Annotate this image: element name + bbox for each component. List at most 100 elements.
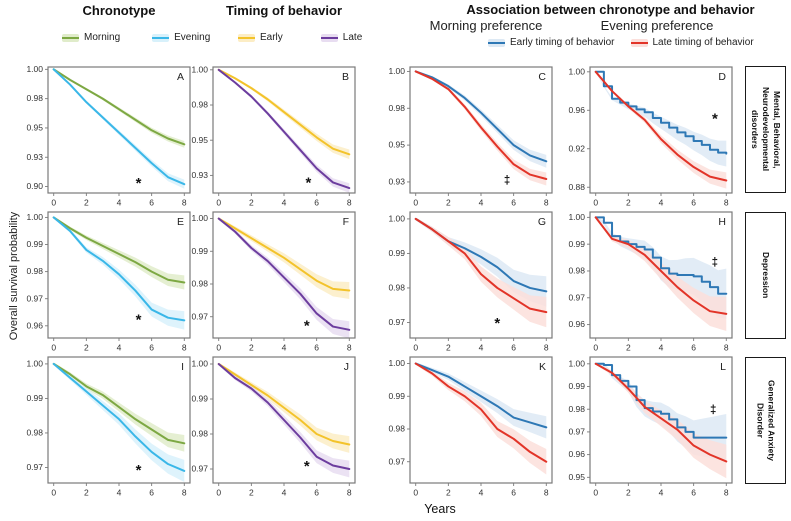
legend-line-swatch-icon	[62, 33, 79, 42]
significance-marker: *	[494, 315, 500, 332]
legend-item-evening: Evening	[152, 32, 210, 43]
svg-text:4: 4	[659, 488, 664, 498]
panel-axes: 0.97 0.98 0.99 1.00 0 2 4 6 8	[191, 356, 356, 498]
series-line-late-timing-of-behavior	[414, 362, 548, 463]
legend-association: Early timing of behavior Late timing of b…	[488, 37, 754, 48]
legend-line-swatch-icon	[320, 33, 338, 42]
svg-text:0.97: 0.97	[388, 456, 405, 466]
legend-item-early: Early	[238, 32, 283, 43]
svg-text:0: 0	[593, 488, 598, 498]
svg-text:0.95: 0.95	[568, 472, 585, 482]
svg-text:0.95: 0.95	[388, 140, 405, 150]
svg-text:0.98: 0.98	[568, 404, 585, 414]
panel-letter: C	[538, 71, 546, 83]
svg-text:4: 4	[479, 488, 484, 498]
series-line-early	[217, 363, 351, 446]
column-header-association: Association between chronotype and behav…	[466, 2, 755, 17]
series-line-morning	[52, 362, 186, 445]
svg-text:8: 8	[347, 343, 352, 353]
svg-text:0.96: 0.96	[26, 320, 43, 330]
svg-text:2: 2	[446, 488, 451, 498]
survival-panel-L: 0.95 0.96 0.97 0.98 0.99 1.00 0 2 4 6 8 L ‡	[568, 356, 733, 498]
legend-label: Early timing of behavior	[510, 37, 615, 48]
legend-label: Late timing of behavior	[652, 37, 754, 48]
survival-panel-A: 0.90 0.93 0.95 0.98 1.00 0 2 4 6 8 A *	[26, 64, 191, 208]
significance-marker: ‡	[710, 405, 716, 417]
svg-text:6: 6	[314, 343, 319, 353]
legend-line-swatch-icon	[152, 33, 170, 42]
svg-text:0.99: 0.99	[26, 393, 43, 403]
svg-text:0: 0	[51, 488, 56, 498]
svg-text:6: 6	[314, 198, 319, 208]
svg-text:0.97: 0.97	[568, 292, 585, 302]
survival-curves	[594, 362, 728, 463]
survival-curves	[414, 70, 548, 180]
svg-text:0: 0	[216, 343, 221, 353]
svg-text:0: 0	[593, 343, 598, 353]
svg-text:4: 4	[117, 343, 122, 353]
significance-marker: *	[136, 175, 142, 192]
svg-text:0.96: 0.96	[568, 105, 585, 115]
svg-text:0.99: 0.99	[191, 394, 208, 404]
svg-text:1.00: 1.00	[26, 64, 43, 74]
series-line-late	[217, 363, 351, 470]
series-line-morning	[52, 216, 186, 284]
confidence-bands	[595, 216, 727, 332]
panel-axes: 0.96 0.97 0.98 0.99 1.00 0 2 4 6 8	[26, 211, 191, 353]
svg-text:4: 4	[282, 488, 287, 498]
svg-text:2: 2	[626, 198, 631, 208]
svg-text:2: 2	[249, 488, 254, 498]
survival-curves	[52, 362, 186, 472]
significance-marker: *	[304, 458, 310, 475]
svg-text:6: 6	[149, 198, 154, 208]
series-line-late-timing-of-behavior	[594, 362, 728, 463]
legend-item-late-timing-of-behavior: Late timing of behavior	[630, 37, 754, 48]
svg-text:1.00: 1.00	[26, 212, 43, 222]
svg-text:0.98: 0.98	[568, 266, 585, 276]
significance-marker: ‡	[504, 175, 510, 187]
svg-text:6: 6	[691, 343, 696, 353]
svg-text:2: 2	[446, 198, 451, 208]
panel-letter: K	[539, 361, 546, 373]
svg-text:2: 2	[249, 198, 254, 208]
svg-text:8: 8	[182, 198, 187, 208]
survival-panel-C: 0.93 0.95 0.98 1.00 0 2 4 6 8 C ‡	[388, 66, 553, 208]
survival-curves	[414, 362, 548, 463]
panel-axes: 0.97 0.98 0.99 1.00 0 2 4 6 8	[191, 211, 356, 353]
svg-text:1.00: 1.00	[26, 359, 43, 369]
survival-curves	[594, 70, 728, 182]
panel-letter: A	[177, 71, 184, 83]
series-line-evening	[52, 68, 186, 186]
survival-curves	[52, 216, 186, 322]
svg-text:1.00: 1.00	[388, 66, 405, 76]
panel-letter: H	[718, 216, 726, 228]
svg-text:0: 0	[51, 198, 56, 208]
svg-text:0: 0	[413, 198, 418, 208]
svg-text:2: 2	[249, 343, 254, 353]
svg-text:0.93: 0.93	[191, 170, 208, 180]
svg-text:1.00: 1.00	[388, 214, 405, 224]
svg-text:0.95: 0.95	[191, 135, 208, 145]
svg-text:0.97: 0.97	[191, 311, 208, 321]
svg-text:8: 8	[347, 488, 352, 498]
legend-label: Early	[260, 32, 283, 43]
svg-text:2: 2	[84, 488, 89, 498]
svg-text:0.98: 0.98	[191, 429, 208, 439]
panel-letter: D	[718, 71, 726, 83]
svg-text:0.98: 0.98	[388, 103, 405, 113]
series-line-late-timing-of-behavior	[414, 70, 548, 180]
svg-text:2: 2	[626, 343, 631, 353]
panel-axes: 0.90 0.93 0.95 0.98 1.00 0 2 4 6 8	[26, 64, 191, 208]
svg-text:6: 6	[149, 488, 154, 498]
significance-marker: *	[136, 312, 142, 329]
svg-text:0.98: 0.98	[26, 428, 43, 438]
row-label-text: Mental, Behavioral, Neurodevelopmental d…	[749, 87, 783, 172]
legend-label: Late	[342, 32, 363, 43]
svg-text:8: 8	[544, 198, 549, 208]
svg-text:8: 8	[724, 198, 729, 208]
svg-text:0.95: 0.95	[26, 123, 43, 133]
svg-text:1.00: 1.00	[191, 64, 208, 74]
panel-letter: F	[343, 216, 349, 228]
legend-timing: Early Late	[238, 32, 362, 43]
panel-axes: 0.96 0.97 0.98 0.99 1.00 0 2 4 6 8	[568, 211, 733, 353]
